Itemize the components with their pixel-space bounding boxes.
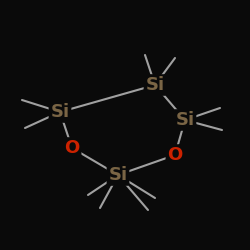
Text: Si: Si — [50, 103, 70, 121]
Text: Si: Si — [176, 111, 195, 129]
Text: Si: Si — [108, 166, 128, 184]
Text: Si: Si — [146, 76, 165, 94]
Text: O: O — [168, 146, 182, 164]
Text: O: O — [64, 139, 80, 157]
